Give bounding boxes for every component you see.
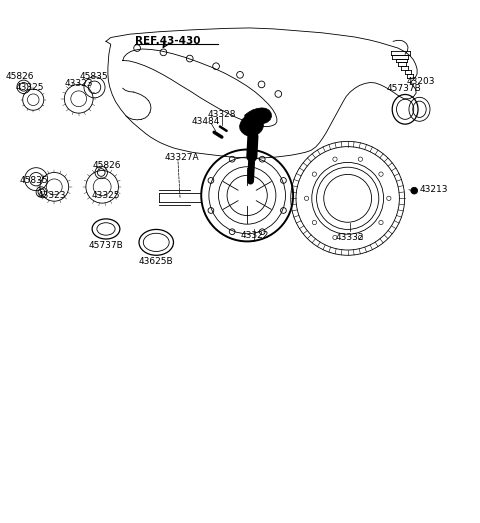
Text: 43213: 43213 [420,185,448,194]
Text: 45835: 45835 [20,176,48,185]
Text: 43323: 43323 [64,79,93,88]
Text: 43332: 43332 [336,233,364,242]
Text: 45737B: 45737B [386,84,421,93]
Text: 43322: 43322 [240,231,268,241]
Text: 43625B: 43625B [139,257,174,266]
Text: 45826: 45826 [6,72,34,81]
Text: 43323: 43323 [38,191,67,200]
Text: 43328: 43328 [207,110,236,119]
Polygon shape [240,108,272,136]
Circle shape [411,187,418,194]
Text: 45835: 45835 [80,72,108,81]
Text: 43203: 43203 [407,77,435,86]
Text: 43325: 43325 [15,83,44,92]
Text: 43325: 43325 [92,191,120,200]
Text: 45826: 45826 [93,161,121,170]
Text: 43327A: 43327A [164,153,199,162]
Text: 45737B: 45737B [89,242,123,251]
Text: 43484: 43484 [192,117,220,126]
Text: REF.43-430: REF.43-430 [135,36,200,47]
